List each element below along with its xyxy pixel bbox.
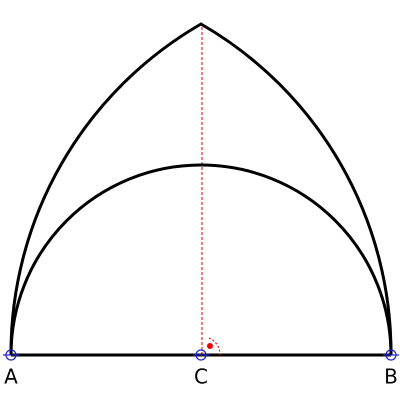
point-label: A: [4, 365, 18, 389]
semicircle: [9, 163, 393, 356]
cursor-arc: [208, 337, 221, 357]
pointed-arch: [9, 22, 393, 356]
point-label: C: [194, 365, 208, 389]
point-markers: [3, 349, 399, 361]
point-label: B: [384, 365, 398, 389]
cursor-dot: [207, 343, 213, 349]
